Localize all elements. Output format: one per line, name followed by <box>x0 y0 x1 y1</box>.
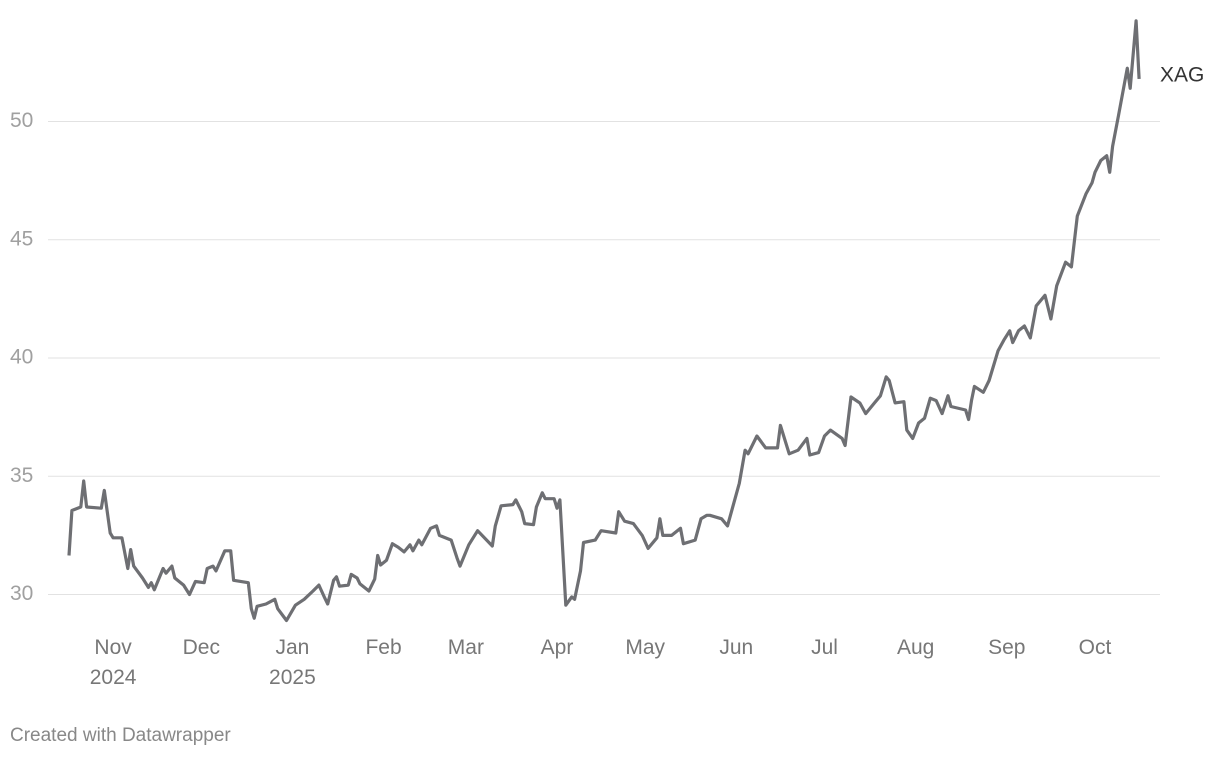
x-tick-label: Jun <box>719 636 754 659</box>
footer: Created with Datawrapper <box>10 725 231 746</box>
x-tick-label: May <box>625 636 666 659</box>
y-tick-label: 35 <box>10 464 33 487</box>
x-tick-label: Dec <box>182 636 220 659</box>
data-line <box>67 19 1141 623</box>
x-tick-label: Nov 2024 <box>89 636 137 689</box>
x-tick-label: Mar <box>447 636 484 659</box>
x-tick-label: Oct <box>1078 636 1112 659</box>
x-tick-label: Jan 2025 <box>269 636 316 689</box>
x-tick-label: Sep <box>988 636 1026 659</box>
x-tick-label: Feb <box>365 636 402 659</box>
x-tick-label: Apr <box>540 636 574 659</box>
y-tick-label: 45 <box>10 227 33 250</box>
y-tick-label: 50 <box>10 109 33 132</box>
y-tick-label: 30 <box>10 582 33 605</box>
series-label: XAG <box>1160 64 1204 87</box>
x-tick-label: Jul <box>811 636 838 659</box>
y-tick-label: 40 <box>10 346 33 369</box>
x-tick-label: Aug <box>896 636 935 659</box>
